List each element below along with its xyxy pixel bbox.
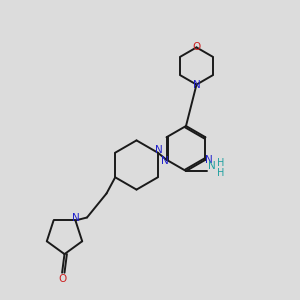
Text: O: O	[192, 42, 201, 52]
Text: O: O	[58, 274, 66, 284]
Text: N: N	[72, 213, 79, 223]
Text: H: H	[217, 168, 224, 178]
Text: N: N	[205, 155, 213, 165]
Text: N: N	[193, 80, 200, 90]
Text: H: H	[217, 158, 224, 168]
Text: N: N	[208, 160, 215, 171]
Text: N: N	[155, 145, 163, 155]
Text: N: N	[161, 156, 169, 166]
